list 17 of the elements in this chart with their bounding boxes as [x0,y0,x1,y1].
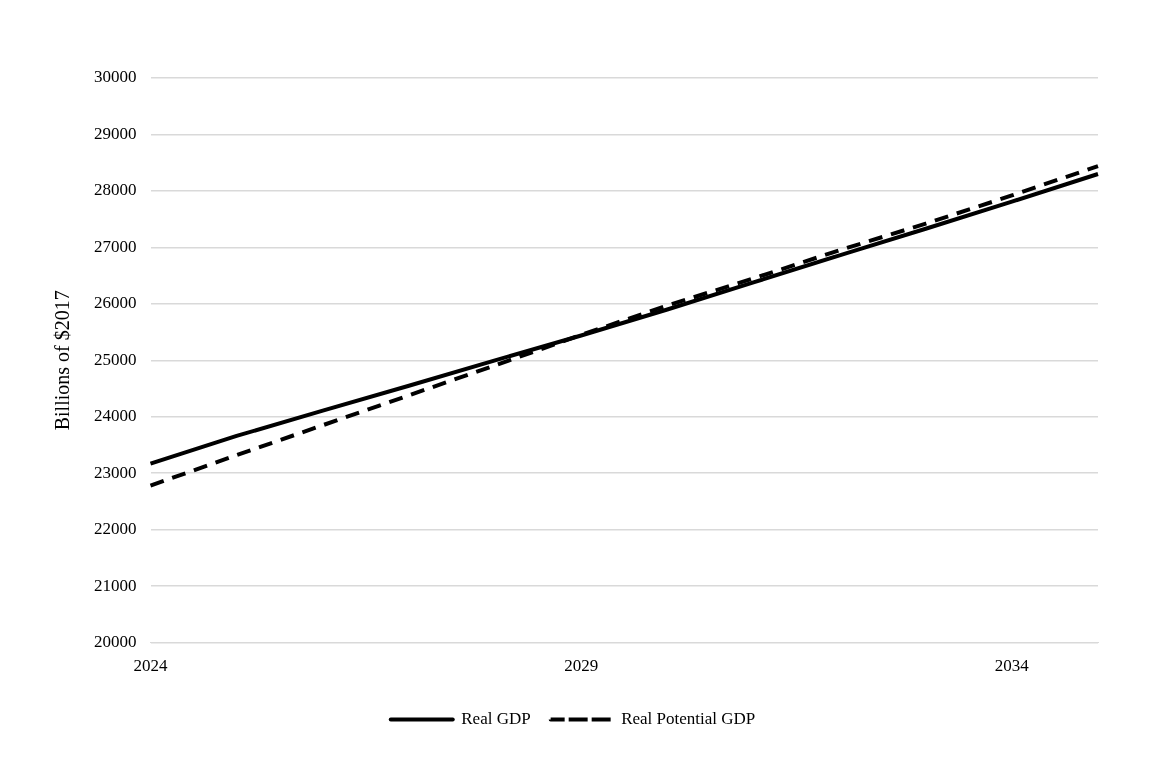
y-axis-title: Billions of $2017 [51,290,74,431]
y-tick-label: 22000 [94,519,137,539]
y-tick-label: 25000 [94,349,137,369]
x-tick-label: 2034 [994,656,1030,676]
y-tick-label: 26000 [94,293,137,313]
y-tick-label: 29000 [94,123,137,143]
y-tick-label: 24000 [94,406,137,426]
x-tick-label: 2024 [133,656,168,676]
y-tick-label: 30000 [94,67,137,87]
y-tick-label: 20000 [94,632,137,652]
x-tick-label: 2029 [564,656,599,676]
legend-label: Real GDP [461,708,531,728]
legend-label: Real Potential GDP [621,708,756,728]
y-tick-label: 28000 [94,180,137,200]
y-tick-label: 27000 [94,236,137,256]
y-tick-label: 23000 [94,462,137,482]
y-tick-label: 21000 [94,575,137,595]
